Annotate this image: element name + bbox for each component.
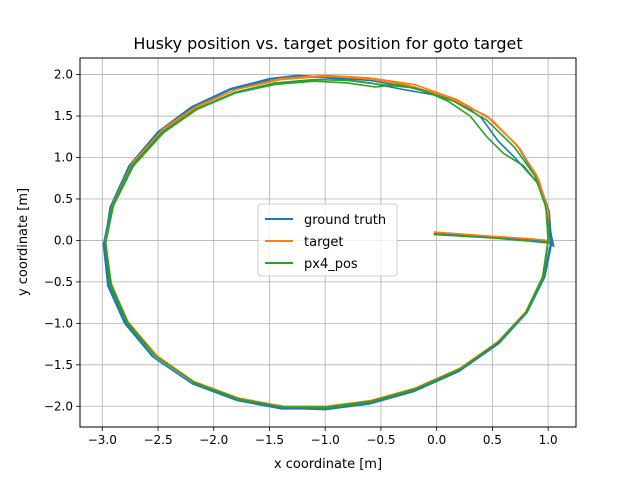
- y-tick-label: −0.5: [44, 275, 73, 289]
- x-tick-label: −1.0: [311, 433, 340, 447]
- y-tick-label: 1.0: [54, 151, 73, 165]
- y-tick-label: 1.5: [54, 109, 73, 123]
- legend-label-ground-truth: ground truth: [304, 213, 386, 228]
- y-tick-label: −2.0: [44, 399, 73, 413]
- x-tick-label: −1.5: [255, 433, 284, 447]
- legend-box: [257, 203, 398, 277]
- x-tick-label: −2.5: [143, 433, 172, 447]
- x-tick-label: −3.0: [88, 433, 117, 447]
- series-line-px4-pos: [104, 78, 549, 409]
- y-tick-label: 2.0: [54, 68, 73, 82]
- y-tick-label: 0.5: [54, 192, 73, 206]
- x-tick-label: −2.0: [199, 433, 228, 447]
- legend-label-target: target: [304, 235, 344, 250]
- x-axis-label: x coordinate [m]: [274, 457, 382, 472]
- y-axis-ticks: 2.0 1.5 1.0 0.5 0.0 −0.5 −1.0 −1.5 −2.0: [44, 68, 80, 413]
- y-tick-label: −1.5: [44, 358, 73, 372]
- series-lines: [102, 74, 555, 411]
- x-tick-label: 0.5: [483, 433, 502, 447]
- x-tick-label: −0.5: [366, 433, 395, 447]
- y-tick-label: −1.0: [44, 316, 73, 330]
- plot-frame: [79, 57, 577, 428]
- x-axis-ticks: −3.0 −2.5 −2.0 −1.5 −1.0 −0.5 0.0 0.5 1.0: [88, 427, 558, 447]
- legend-label-px4-pos: px4_pos: [304, 257, 358, 272]
- legend: ground truth target px4_pos: [257, 203, 398, 277]
- series-line-ground-truth: [102, 74, 555, 411]
- x-tick-label: 1.0: [539, 433, 558, 447]
- y-axis-label: y coordinate [m]: [16, 188, 31, 296]
- x-tick-label: 0.0: [427, 433, 446, 447]
- y-tick-label: 0.0: [54, 233, 73, 247]
- chart-title: Husky position vs. target position for g…: [133, 34, 522, 53]
